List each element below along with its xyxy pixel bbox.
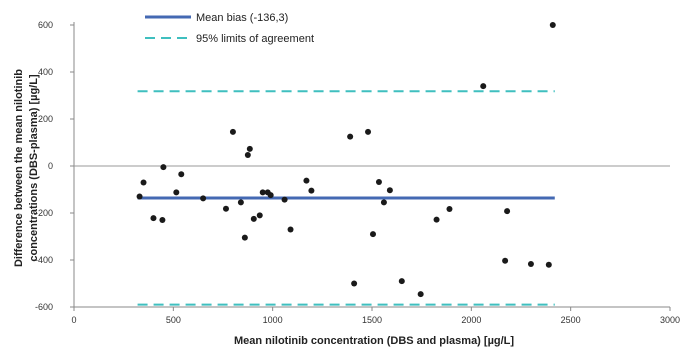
data-point	[386, 187, 393, 194]
y-axis-title-line-1: Difference between the mean nilotinib	[13, 69, 25, 267]
legend-label-limits-of-agreement: 95% limits of agreement	[196, 33, 314, 45]
legend-label-mean-bias: Mean bias (-136,3)	[196, 12, 288, 24]
y-tick-label: -600	[35, 302, 53, 312]
data-point	[241, 234, 248, 241]
data-point	[502, 257, 509, 264]
x-tick-label: 1000	[263, 315, 283, 325]
data-point	[365, 128, 372, 135]
y-tick-label: 400	[38, 67, 53, 77]
data-point	[527, 260, 534, 267]
data-point	[259, 189, 266, 196]
data-point	[504, 208, 511, 215]
data-point	[308, 187, 315, 194]
x-tick-label: 2000	[461, 315, 481, 325]
data-point	[136, 193, 143, 200]
y-tick-label: 600	[38, 20, 53, 30]
data-point	[173, 189, 180, 196]
x-tick-label: 500	[166, 315, 181, 325]
axes	[70, 22, 671, 311]
x-tick-label: 2500	[561, 315, 581, 325]
data-point	[347, 133, 354, 140]
data-point	[417, 291, 424, 298]
data-point	[246, 145, 253, 152]
data-point	[375, 178, 382, 185]
y-tick-label: -200	[35, 208, 53, 218]
y-axis-title-line-2: concentrations (DBS-plasma) [µg/L]	[28, 74, 40, 262]
data-point	[159, 217, 166, 224]
data-point	[549, 22, 556, 28]
data-point	[446, 206, 453, 213]
data-point	[369, 231, 376, 238]
data-point	[480, 83, 487, 90]
data-point	[267, 192, 274, 199]
data-point	[150, 215, 157, 222]
data-point	[178, 171, 185, 178]
x-axis-title: Mean nilotinib concentration (DBS and pl…	[234, 335, 514, 347]
x-tick-label: 0	[71, 315, 76, 325]
legend: Mean bias (-136,3) 95% limits of agreemen…	[145, 12, 314, 45]
data-point	[545, 261, 552, 268]
y-tick-label: 0	[48, 161, 53, 171]
data-point	[244, 151, 251, 158]
data-point	[380, 199, 387, 206]
data-point	[160, 164, 167, 171]
data-point	[303, 177, 310, 184]
data-point	[250, 215, 257, 222]
x-tick-label: 3000	[660, 315, 680, 325]
data-point	[433, 216, 440, 223]
data-point	[281, 196, 288, 203]
data-point	[200, 195, 207, 202]
data-point	[398, 278, 405, 285]
data-points	[136, 22, 556, 298]
data-point	[256, 212, 263, 219]
data-point	[237, 199, 244, 206]
y-tick-label: -400	[35, 255, 53, 265]
data-point	[287, 226, 294, 233]
data-point	[351, 280, 358, 287]
data-point	[140, 179, 147, 186]
y-tick-label: 200	[38, 114, 53, 124]
tick-labels: 0 500 1000 1500 2000 2500 30006004002000-200-4…	[35, 20, 680, 325]
data-point	[229, 128, 236, 135]
reference-lines	[137, 90, 555, 306]
x-tick-label: 1500	[362, 315, 382, 325]
data-point	[222, 205, 229, 212]
